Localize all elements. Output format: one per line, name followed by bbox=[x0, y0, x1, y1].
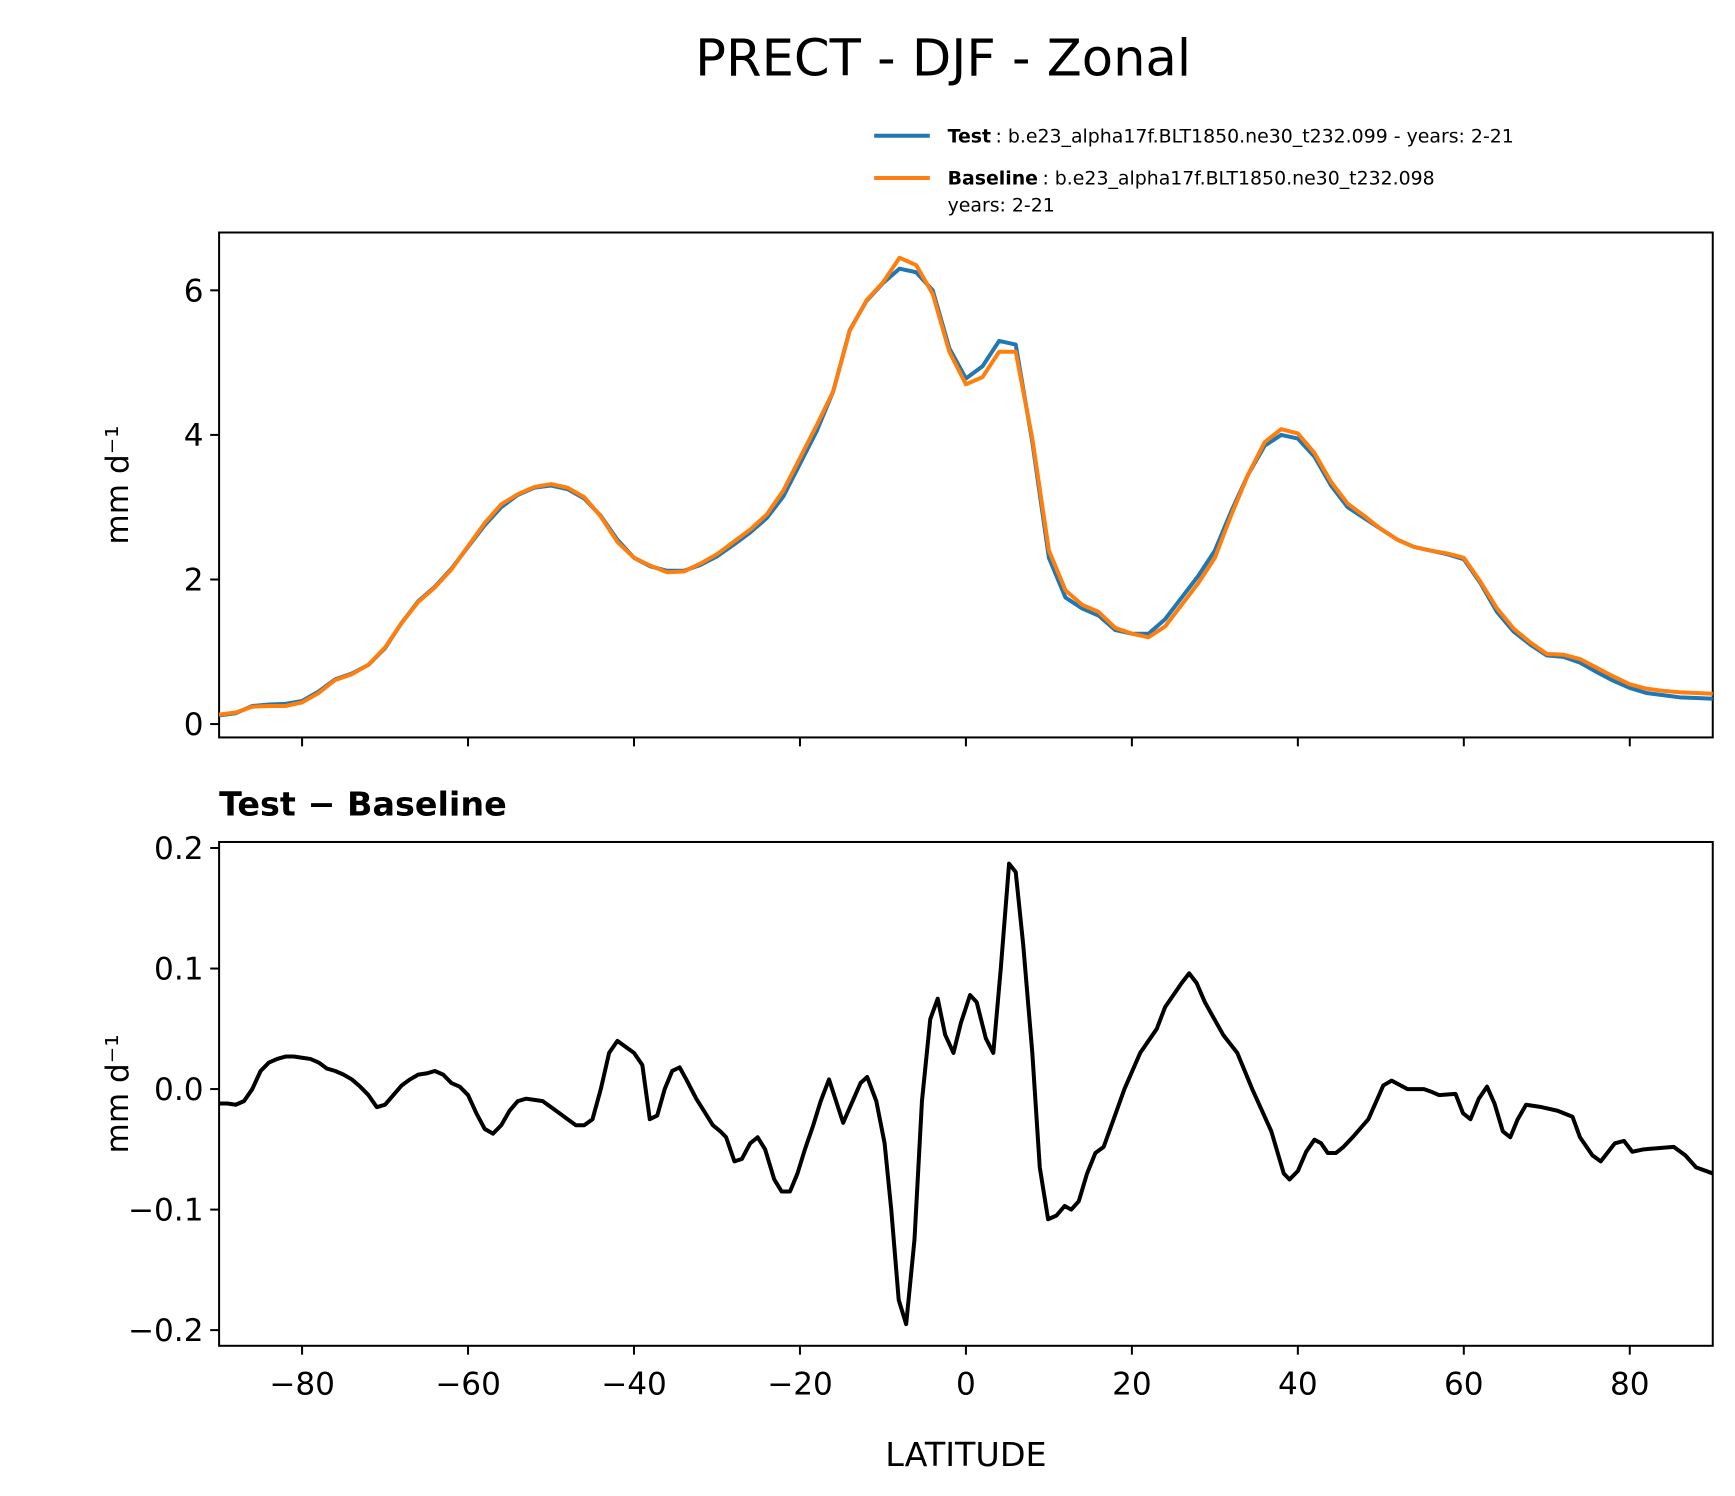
x-tick-label: −40 bbox=[601, 1367, 667, 1403]
legend-name: Test bbox=[948, 125, 991, 147]
y-tick-label: 4 bbox=[184, 418, 204, 454]
y-tick-label: 6 bbox=[184, 273, 204, 309]
legend-detail: : b.e23_alpha17f.BLT1850.ne30_t232.099 -… bbox=[995, 125, 1513, 147]
x-tick-label: 60 bbox=[1444, 1367, 1484, 1403]
y-tick-label: 0.1 bbox=[154, 952, 203, 988]
x-tick-label: 0 bbox=[956, 1367, 976, 1403]
x-tick-label: 40 bbox=[1278, 1367, 1318, 1403]
legend-name: Baseline bbox=[948, 168, 1038, 190]
x-tick-label: −20 bbox=[767, 1367, 833, 1403]
y-tick-label: −0.2 bbox=[128, 1313, 204, 1349]
x-axis-label: LATITUDE bbox=[885, 1435, 1046, 1474]
x-tick-label: −80 bbox=[269, 1367, 335, 1403]
x-tick-label: −60 bbox=[435, 1367, 501, 1403]
y-axis-label: mm d⁻¹ bbox=[100, 425, 136, 544]
x-tick-label: 80 bbox=[1610, 1367, 1650, 1403]
y-tick-label: 0.0 bbox=[154, 1072, 203, 1108]
y-axis-label: mm d⁻¹ bbox=[100, 1034, 136, 1153]
legend-label: Test: b.e23_alpha17f.BLT1850.ne30_t232.0… bbox=[948, 125, 1514, 147]
y-tick-label: −0.1 bbox=[128, 1193, 204, 1229]
y-tick-label: 0 bbox=[184, 707, 204, 743]
data-line bbox=[219, 861, 1714, 1327]
legend-detail: : b.e23_alpha17f.BLT1850.ne30_t232.098 bbox=[1042, 168, 1434, 190]
panel-title: Test − Baseline bbox=[219, 784, 507, 823]
data-line bbox=[218, 255, 1713, 717]
y-tick-label: 2 bbox=[184, 563, 204, 599]
x-tick-label: 20 bbox=[1112, 1367, 1152, 1403]
figure-title: PRECT - DJF - Zonal bbox=[695, 30, 1191, 89]
y-tick-label: 0.2 bbox=[154, 831, 203, 867]
legend-detail: years: 2-21 bbox=[948, 194, 1055, 216]
legend-label: Baseline: b.e23_alpha17f.BLT1850.ne30_t2… bbox=[948, 168, 1435, 217]
